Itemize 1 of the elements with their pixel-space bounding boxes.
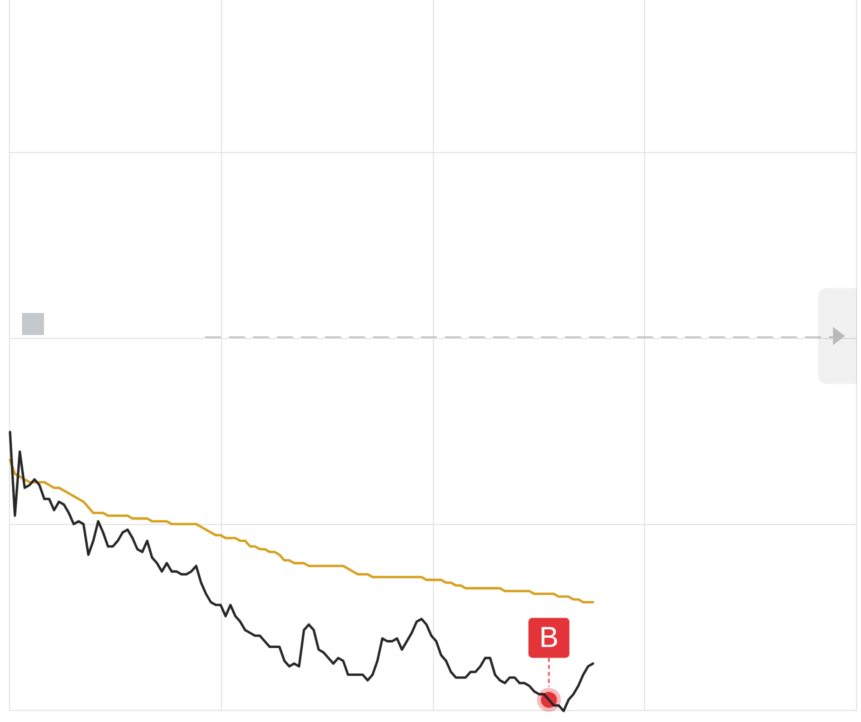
- annotation: B: [539, 622, 559, 654]
